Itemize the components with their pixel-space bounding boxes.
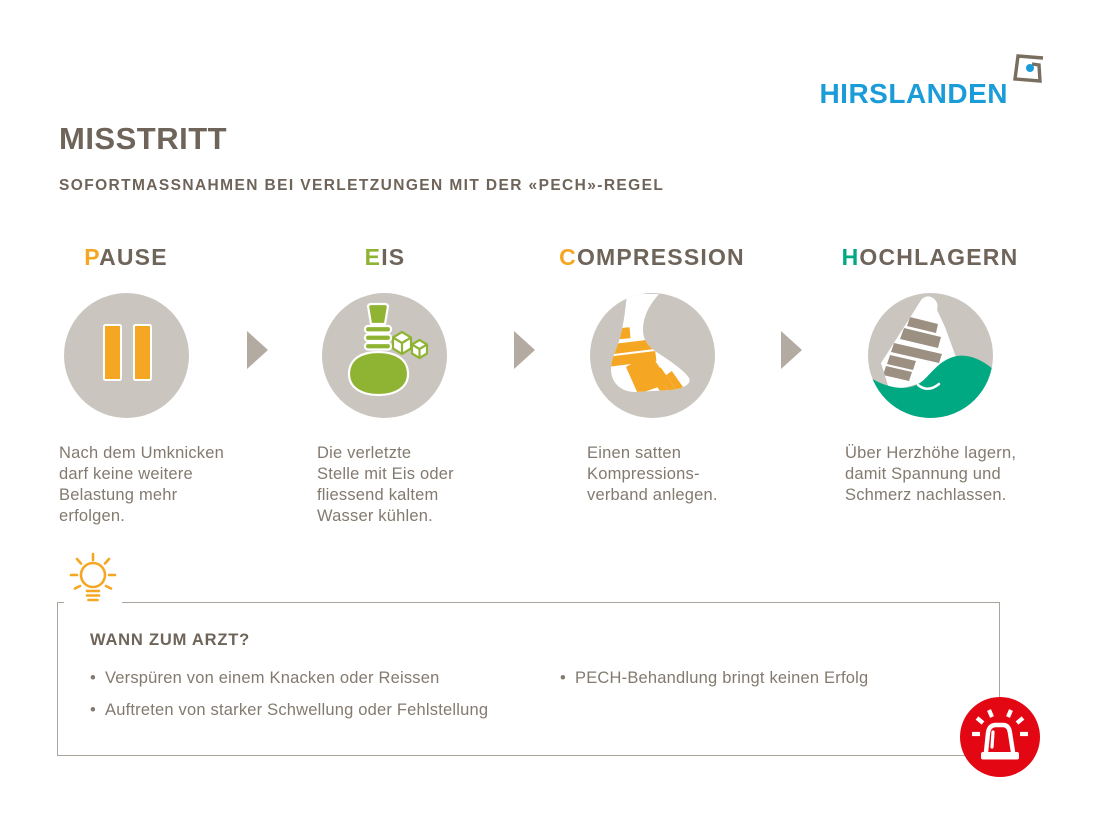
- ice-bag-icon: [322, 293, 447, 418]
- emergency-siren-icon: [960, 697, 1040, 777]
- accent-letter: E: [364, 244, 382, 270]
- title-rest: IS: [381, 244, 406, 270]
- arrow-right-icon: [247, 331, 268, 369]
- lightbulb-icon: [64, 548, 122, 614]
- bullet-dot: •: [560, 669, 566, 687]
- accent-letter: H: [841, 244, 860, 270]
- step-desc-eis: Die verletzte Stelle mit Eis oder fliessen…: [317, 444, 454, 525]
- hirslanden-logo-text: HIRSLANDEN: [819, 78, 1008, 109]
- compression-bandage-icon: [590, 293, 715, 418]
- bullet-text: PECH-Behandlung bringt keinen Erfolg: [574, 669, 869, 687]
- step-title-pause: PAUSE: [0, 244, 266, 271]
- accent-letter: P: [84, 244, 100, 270]
- title-rest: OMPRESSION: [576, 244, 745, 270]
- bullet-text: Auftreten von starker Schwellung oder Fe…: [104, 701, 489, 719]
- step-desc-compression: Einen satten Kompressions-verband anlegen…: [587, 444, 718, 504]
- pause-icon: [64, 293, 189, 418]
- arrow-right-icon: [781, 331, 802, 369]
- step-title-compression: COMPRESSION: [512, 244, 792, 271]
- bullet-text: Verspüren von einem Knacken oder Reissen: [104, 669, 440, 687]
- arrow-right-icon: [514, 331, 535, 369]
- advice-bullet: • Verspüren von einem Knacken oder Reisse…: [90, 669, 440, 688]
- page-subtitle: SOFORTMASSNAHMEN BEI VERLETZUNGEN MIT DE…: [59, 177, 665, 194]
- advice-bullet: • PECH-Behandlung bringt keinen Erfolg: [560, 669, 868, 688]
- hirslanden-logo-mark-icon: [1013, 54, 1044, 83]
- step-title-hochlagern: HOCHLAGERN: [790, 244, 1070, 271]
- title-rest: OCHLAGERN: [859, 244, 1019, 270]
- accent-letter: C: [559, 244, 577, 270]
- advice-box-title: WANN ZUM ARZT?: [90, 631, 250, 649]
- advice-bullet: • Auftreten von starker Schwellung oder F…: [90, 701, 488, 720]
- elevated-leg-icon: [868, 293, 993, 418]
- title-rest: AUSE: [99, 244, 168, 270]
- bullet-dot: •: [90, 701, 96, 719]
- step-title-eis: EIS: [245, 244, 525, 271]
- doctor-advice-box: [57, 602, 1000, 756]
- step-desc-pause: Nach dem Umknicken darf keine weitere Bela…: [59, 444, 224, 525]
- page-title: MISSTRITT: [59, 121, 228, 156]
- step-desc-hochlagern: Über Herzhöhe lagern, damit Spannung und S…: [845, 444, 1017, 504]
- bullet-dot: •: [90, 669, 96, 687]
